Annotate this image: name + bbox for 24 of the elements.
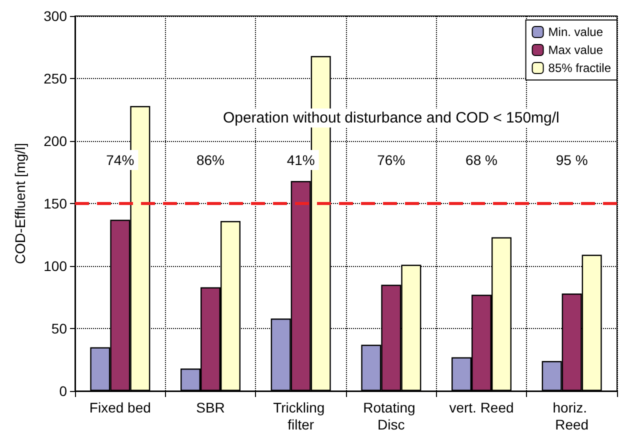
annotation: 95 % bbox=[556, 152, 588, 168]
x-tick-label: SBR bbox=[196, 400, 225, 416]
y-tick-label: 50 bbox=[51, 320, 68, 336]
x-tick-label: Trickling filter bbox=[273, 400, 329, 432]
y-tick-label: 0 bbox=[59, 383, 68, 399]
y-tick-label: 100 bbox=[44, 258, 68, 274]
y-tick-label: 300 bbox=[44, 8, 68, 24]
annotation: 86% bbox=[196, 152, 225, 168]
x-tick-label: horiz. Reed bbox=[552, 400, 591, 432]
y-axis-title: COD-Effluent [mg/l] bbox=[12, 142, 28, 264]
legend-label: Min. value bbox=[548, 25, 604, 39]
annotation: 74% bbox=[106, 152, 134, 168]
x-tick-label: Fixed bed bbox=[89, 400, 151, 416]
annotation: 76% bbox=[377, 152, 406, 168]
y-tick-label: 200 bbox=[44, 133, 68, 149]
x-tick-label: Rotating Disc bbox=[363, 400, 420, 432]
annotation: Operation without disturbance and COD < 150mg/l bbox=[222, 110, 560, 126]
x-tick-label: vert. Reed bbox=[449, 400, 514, 416]
legend-label: Max value bbox=[548, 43, 604, 57]
y-tick-label: 150 bbox=[44, 196, 68, 212]
annotation: 41% bbox=[286, 152, 315, 168]
legend-label: 85% fractile bbox=[548, 61, 612, 75]
annotation: 68 % bbox=[466, 152, 498, 168]
y-tick-label: 250 bbox=[44, 70, 68, 86]
